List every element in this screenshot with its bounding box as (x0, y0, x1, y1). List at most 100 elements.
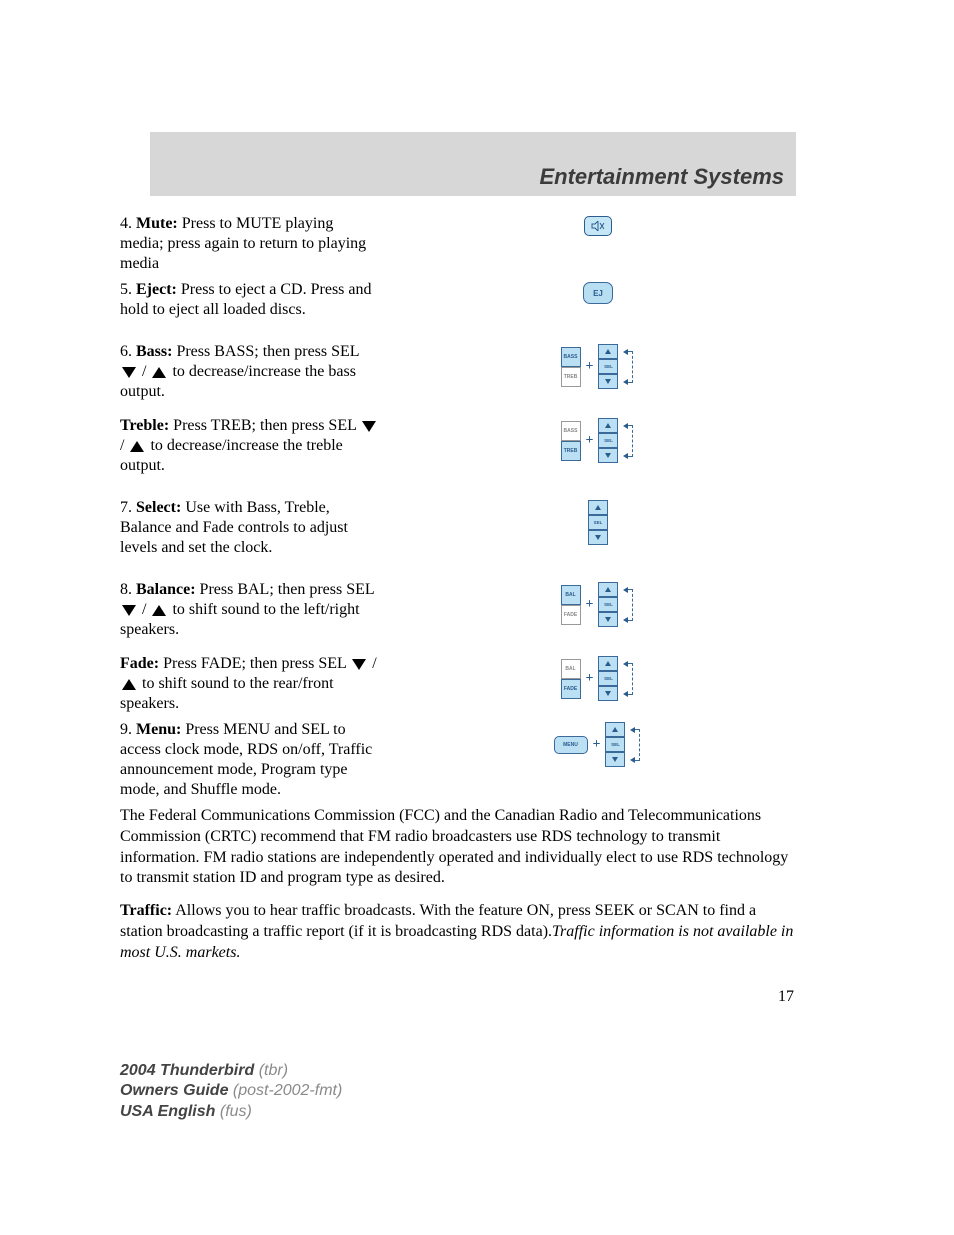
sel-label: SEL (598, 433, 618, 448)
sel-stack-icon: SEL (598, 344, 618, 389)
footer: 2004 Thunderbird (tbr) Owners Guide (pos… (120, 1061, 342, 1123)
sel-stack-icon: SEL (598, 418, 618, 463)
label: Menu: (136, 721, 181, 738)
up-triangle-icon (152, 367, 166, 378)
balance-btn-group: BAL FADE + SEL (400, 580, 796, 640)
up-arrow-icon (595, 505, 601, 510)
item-select: 7. Select: Use with Bass, Treble, Balanc… (120, 498, 796, 558)
desc1: Press TREB; then press SEL (169, 417, 360, 434)
num: 9. (120, 721, 132, 738)
plus-icon: + (586, 359, 594, 375)
item-balance-text: 8. Balance: Press BAL; then press SEL / … (120, 580, 380, 640)
item-fade: Fade: Press FADE; then press SEL / to sh… (120, 654, 796, 714)
treb-btn-icon: TREB (561, 367, 581, 387)
desc2: to shift sound to the rear/front speaker… (120, 675, 334, 712)
mute-icon-col (400, 214, 796, 274)
num: 8. (120, 581, 132, 598)
up-arrow-icon (605, 661, 611, 666)
arrow-bracket-icon (630, 723, 642, 767)
sel-label: SEL (605, 737, 625, 752)
down-arrow-icon (595, 535, 601, 540)
up-arrow-icon (605, 587, 611, 592)
num: 5. (120, 281, 132, 298)
arrow-bracket-icon (623, 419, 635, 463)
treble-btn-group: BASS TREB + SEL (400, 416, 796, 476)
down-arrow-icon (605, 617, 611, 622)
eject-icon-col: EJ (400, 280, 796, 320)
item-mute-text: 4. Mute: Press to MUTE playing media; pr… (120, 214, 380, 274)
item-eject-text: 5. Eject: Press to eject a CD. Press and… (120, 280, 380, 320)
plus-icon: + (586, 433, 594, 449)
up-triangle-icon (130, 441, 144, 452)
label: Eject: (136, 281, 177, 298)
up-arrow-icon (605, 349, 611, 354)
down-triangle-icon (352, 659, 366, 670)
item-select-text: 7. Select: Use with Bass, Treble, Balanc… (120, 498, 380, 558)
footer-l1b: (tbr) (259, 1062, 288, 1079)
down-triangle-icon (362, 421, 376, 432)
item-balance: 8. Balance: Press BAL; then press SEL / … (120, 580, 796, 640)
plus-icon: + (593, 737, 601, 753)
traffic-label: Traffic: (120, 902, 172, 919)
label: Mute: (136, 215, 178, 232)
desc2: to decrease/increase the treble output. (120, 437, 343, 474)
plus-icon: + (586, 671, 594, 687)
eject-icon: EJ (583, 282, 613, 304)
bass-btn-icon: BASS (561, 421, 581, 441)
up-arrow-icon (605, 423, 611, 428)
header-bar: Entertainment Systems (150, 132, 796, 196)
item-bass: 6. Bass: Press BASS; then press SEL / to… (120, 342, 796, 402)
mute-icon (584, 216, 612, 236)
footer-l3b: (fus) (220, 1103, 252, 1120)
bass-btn-icon: BASS (561, 347, 581, 367)
footer-l3a: USA English (120, 1103, 220, 1120)
desc1: Press BASS; then press SEL (172, 343, 359, 360)
sel-stack-icon: SEL (605, 722, 625, 767)
menu-btn-group: MENU + SEL (400, 720, 796, 800)
footer-l1a: 2004 Thunderbird (120, 1062, 259, 1079)
sel-stack-icon: SEL (588, 500, 608, 545)
bal-btn-icon: BAL (561, 585, 581, 605)
down-arrow-icon (612, 757, 618, 762)
label: Bass: (136, 343, 172, 360)
down-triangle-icon (122, 605, 136, 616)
label: Balance: (136, 581, 196, 598)
sel-label: SEL (598, 671, 618, 686)
label: Fade: (120, 655, 159, 672)
item-fade-text: Fade: Press FADE; then press SEL / to sh… (120, 654, 380, 714)
num: 4. (120, 215, 132, 232)
menu-btn-icon: MENU (554, 736, 588, 754)
plus-icon: + (586, 597, 594, 613)
select-btn-group: SEL (400, 498, 796, 558)
fade-btn-icon: FADE (561, 679, 581, 699)
down-triangle-icon (122, 367, 136, 378)
sel-stack-icon: SEL (598, 656, 618, 701)
item-eject: 5. Eject: Press to eject a CD. Press and… (120, 280, 796, 320)
label: Select: (136, 499, 181, 516)
up-triangle-icon (122, 679, 136, 690)
arrow-bracket-icon (623, 345, 635, 389)
up-arrow-icon (612, 727, 618, 732)
down-arrow-icon (605, 691, 611, 696)
down-arrow-icon (605, 453, 611, 458)
bal-btn-icon: BAL (561, 659, 581, 679)
footer-l2b: (post-2002-fmt) (233, 1082, 342, 1099)
item-bass-text: 6. Bass: Press BASS; then press SEL / to… (120, 342, 380, 402)
label: Treble: (120, 417, 169, 434)
desc1: Press BAL; then press SEL (196, 581, 375, 598)
item-mute: 4. Mute: Press to MUTE playing media; pr… (120, 214, 796, 274)
sel-label: SEL (588, 515, 608, 530)
footer-l2a: Owners Guide (120, 1082, 233, 1099)
traffic-paragraph: Traffic: Allows you to hear traffic broa… (120, 901, 796, 963)
page-number: 17 (120, 988, 796, 1006)
fcc-paragraph: The Federal Communications Commission (F… (120, 806, 796, 889)
up-triangle-icon (152, 605, 166, 616)
item-menu: 9. Menu: Press MENU and SEL to access cl… (120, 720, 796, 800)
num: 6. (120, 343, 132, 360)
item-treble-text: Treble: Press TREB; then press SEL / to … (120, 416, 380, 476)
arrow-bracket-icon (623, 657, 635, 701)
fade-btn-icon: FADE (561, 605, 581, 625)
num: 7. (120, 499, 132, 516)
down-arrow-icon (605, 379, 611, 384)
sel-label: SEL (598, 359, 618, 374)
